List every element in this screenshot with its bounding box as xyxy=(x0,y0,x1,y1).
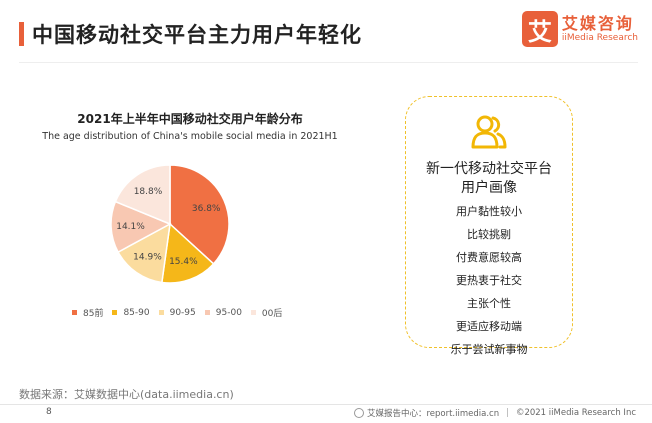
legend-swatch xyxy=(204,310,210,315)
logo-text: 艾媒咨询 iiMedia Research xyxy=(562,14,638,44)
legend-label: 85-90 xyxy=(123,307,150,318)
data-source: 数据来源：艾媒数据中心(data.iimedia.cn) xyxy=(19,388,234,401)
pie-slice xyxy=(110,200,172,254)
user-portrait-panel xyxy=(405,96,573,348)
brand-logo: 艾 艾媒咨询 iiMedia Research xyxy=(521,11,638,47)
legend-label: 85前 xyxy=(83,309,104,319)
pie-slice-label: 14.9% xyxy=(133,252,162,262)
title-accent-bar xyxy=(19,22,24,46)
legend-swatch xyxy=(158,310,164,315)
legend-item: 95-00 xyxy=(204,306,242,319)
footer-divider xyxy=(0,404,652,405)
pie-slice-label: 18.8% xyxy=(134,187,163,197)
pie-slice xyxy=(169,164,230,265)
portrait-trait: 乐于尝试新事物 xyxy=(450,343,528,356)
portrait-trait: 用户黏性较小 xyxy=(456,205,522,218)
title-divider xyxy=(19,62,638,63)
logo-mark: 艾 xyxy=(521,11,558,47)
portrait-trait: 更热衷于社交 xyxy=(456,274,522,287)
pie-slice xyxy=(114,164,171,226)
portrait-trait: 更适应移动端 xyxy=(456,320,522,333)
copyright: ©2021 iiMedia Research Inc xyxy=(515,408,636,418)
pie-slice-label: 36.8% xyxy=(192,204,221,214)
report-center-link[interactable]: 艾媒报告中心：report.iimedia.cn xyxy=(366,409,500,419)
portrait-title-line-1: 新一代移动社交平台 xyxy=(426,161,552,177)
logo-name-cn: 艾媒咨询 xyxy=(561,14,634,33)
chart-legend: 85前 85-90 90-95 95-00 00后 xyxy=(72,306,282,319)
legend-swatch xyxy=(250,310,256,315)
legend-label: 00后 xyxy=(261,309,283,319)
portrait-traits-list: 用户黏性较小 比较挑剔 付费意愿较高 更热衷于社交 主张个性 更适应移动端 乐于… xyxy=(405,200,573,361)
logo-name-en: iiMedia Research xyxy=(561,33,638,43)
legend-label: 90-95 xyxy=(169,307,196,318)
legend-label: 95-00 xyxy=(215,307,242,318)
footer-credits: 艾媒报告中心：report.iimedia.cn | ©2021 iiMedia… xyxy=(353,407,636,419)
legend-item: 90-95 xyxy=(158,306,196,319)
pie-slice-label: 14.1% xyxy=(116,222,145,232)
legend-item: 85前 xyxy=(72,306,103,319)
pie-slice xyxy=(161,222,215,284)
chart-title: 2021年上半年中国移动社交用户年龄分布 xyxy=(77,112,303,126)
users-icon xyxy=(471,115,507,149)
page-number: 8 xyxy=(46,407,52,417)
portrait-trait: 付费意愿较高 xyxy=(456,251,522,264)
report-center-icon xyxy=(353,408,364,418)
portrait-title-line-2: 用户画像 xyxy=(461,180,517,196)
portrait-trait: 主张个性 xyxy=(467,297,511,310)
footer-separator: | xyxy=(506,408,509,418)
chart-subtitle: The age distribution of China's mobile s… xyxy=(42,131,338,142)
page-title: 中国移动社交平台主力用户年轻化 xyxy=(32,23,362,47)
legend-item: 85-90 xyxy=(112,306,150,319)
pie-slice-label: 15.4% xyxy=(169,257,198,267)
legend-swatch xyxy=(72,310,77,315)
legend-item: 00后 xyxy=(250,306,283,319)
portrait-title: 新一代移动社交平台 用户画像 xyxy=(405,160,573,198)
legend-swatch xyxy=(112,310,118,315)
pie-slice xyxy=(117,222,171,284)
portrait-trait: 比较挑剔 xyxy=(467,228,511,241)
